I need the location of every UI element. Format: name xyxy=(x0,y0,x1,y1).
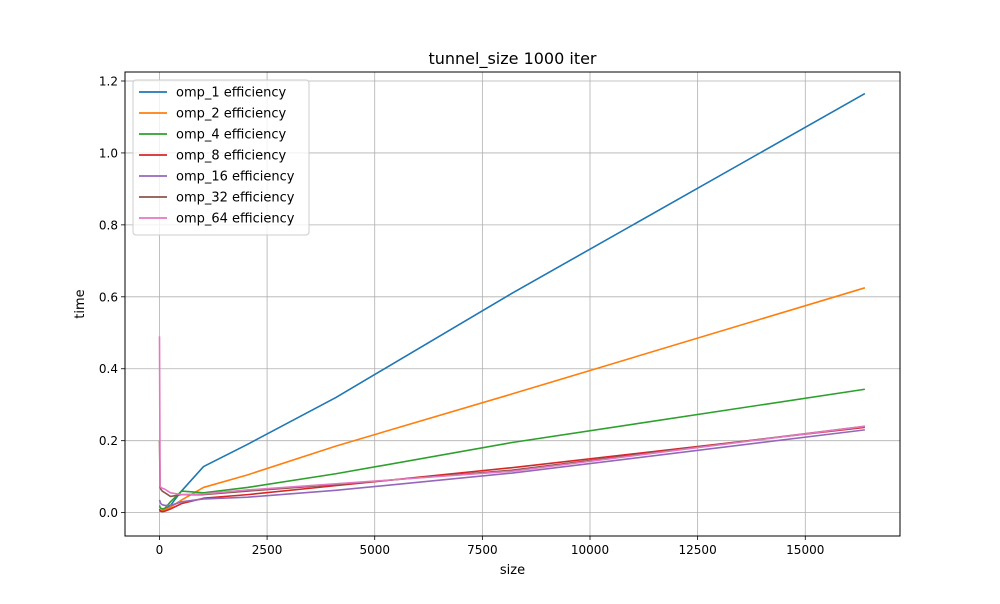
y-tick-label: 0.0 xyxy=(99,506,118,520)
legend-label: omp_8 efficiency xyxy=(176,149,286,164)
series-lines xyxy=(158,92,866,513)
y-axis-label: time xyxy=(73,289,88,318)
x-tick-label: 5000 xyxy=(359,543,390,557)
series-line-omp-4-efficiency xyxy=(158,388,865,510)
x-tick-label: 7500 xyxy=(467,543,498,557)
y-tick-label: 1.2 xyxy=(99,74,118,88)
legend-box xyxy=(132,79,310,236)
x-tick-label: 12500 xyxy=(679,543,717,557)
x-tick-label: 0 xyxy=(156,543,164,557)
y-tick-label: 0.2 xyxy=(99,434,118,448)
x-tick-label: 2500 xyxy=(252,543,283,557)
series-line-omp-64-efficiency xyxy=(158,336,865,496)
y-tick-label: 0.4 xyxy=(99,362,118,376)
y-tick-label: 1.0 xyxy=(99,146,118,160)
y-tick-label: 0.6 xyxy=(99,290,118,304)
y-axis-ticks: 0.0 0.2 0.4 0.6 0.8 1.0 1.2 xyxy=(99,74,125,520)
x-tick-label: 10000 xyxy=(571,543,609,557)
legend-label: omp_2 efficiency xyxy=(176,107,286,122)
series-line-omp-16-efficiency xyxy=(158,429,865,507)
y-tick-label: 0.8 xyxy=(99,218,118,232)
chart-title: tunnel_size 1000 iter xyxy=(428,49,596,69)
legend-label: omp_16 efficiency xyxy=(176,170,295,185)
x-tick-label: 15000 xyxy=(786,543,824,557)
legend-label: omp_32 efficiency xyxy=(176,191,295,206)
legend-label: omp_4 efficiency xyxy=(176,128,286,143)
plot-frame xyxy=(124,71,901,537)
legend-label: omp_1 efficiency xyxy=(176,86,286,101)
legend: omp_1 efficiency omp_2 efficiency omp_4 ef… xyxy=(132,79,310,236)
x-axis-ticks: 0 2500 5000 7500 10000 12500 15000 xyxy=(156,536,824,557)
x-axis-label: size xyxy=(500,563,525,578)
legend-label: omp_64 efficiency xyxy=(176,212,295,227)
